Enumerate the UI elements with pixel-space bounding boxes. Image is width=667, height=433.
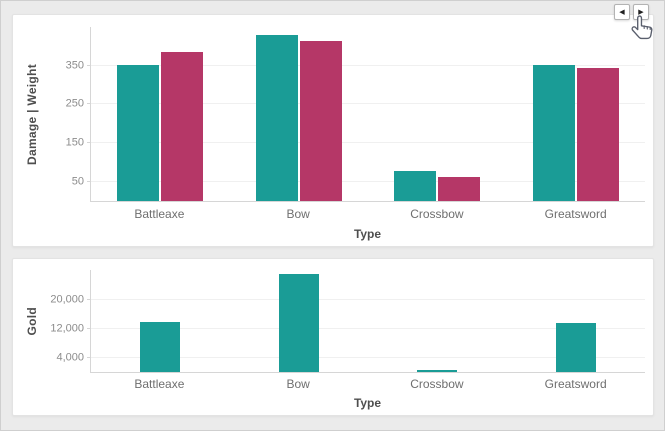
bar-gold-crossbow[interactable] — [417, 369, 458, 372]
x-tick-label-crossbow: Crossbow — [410, 207, 464, 221]
x-tick-label-crossbow: Crossbow — [410, 377, 464, 391]
gold-bar-chart: Gold 4,000 12,000 20,000 Battleaxe Bow Cross… — [13, 259, 653, 415]
x-tick-label-bow: Bow — [286, 207, 310, 221]
x-tick-label-greatsword: Greatsword — [544, 207, 607, 221]
category-band-crossbow — [368, 27, 507, 201]
y-tick-label: 4,000 — [56, 351, 84, 364]
x-tick-label-battleaxe: Battleaxe — [134, 377, 185, 391]
y-tick-label: 20,000 — [50, 293, 84, 306]
bar-gold-battleaxe[interactable] — [140, 321, 181, 372]
damage-weight-bar-chart: Damage | Weight 50 150 250 350 Battleaxe Bow… — [13, 15, 653, 246]
x-axis-labels: Battleaxe Bow Crossbow Greatsword — [90, 377, 645, 391]
bar-damage-crossbow[interactable] — [394, 170, 437, 201]
y-tick-mark — [87, 142, 91, 143]
gridline — [91, 180, 645, 182]
x-axis-labels: Battleaxe Bow Crossbow Greatsword — [90, 207, 645, 221]
bar-damage-battleaxe[interactable] — [117, 64, 160, 201]
y-tick-mark — [87, 103, 91, 105]
gold-chart-card: Gold 4,000 12,000 20,000 Battleaxe Bow Cross… — [12, 258, 654, 416]
category-band-bow — [230, 27, 369, 201]
gridline — [91, 64, 645, 66]
page-navigator: ◀ ▶ — [614, 4, 649, 20]
y-tick-label: 250 — [65, 97, 84, 110]
bar-weight-battleaxe[interactable] — [161, 51, 204, 201]
gridline — [91, 328, 645, 330]
y-tick-label: 12,000 — [50, 322, 84, 335]
category-band-battleaxe — [91, 27, 230, 201]
category-band-crossbow — [368, 270, 507, 372]
category-band-greatsword — [507, 270, 646, 372]
y-tick-mark — [87, 356, 91, 358]
gridline — [91, 103, 645, 105]
damage-weight-chart-card: Damage | Weight 50 150 250 350 Battleaxe Bow… — [12, 14, 654, 247]
y-axis-title: Damage | Weight — [23, 27, 41, 202]
x-tick-label-bow: Bow — [286, 377, 310, 391]
category-band-greatsword — [507, 27, 646, 201]
category-band-battleaxe — [91, 270, 230, 372]
gridline — [91, 142, 645, 143]
previous-page-button[interactable]: ◀ — [614, 4, 630, 20]
bar-weight-greatsword[interactable] — [576, 68, 619, 201]
bars-layer — [91, 270, 645, 372]
plot-area: 4,000 12,000 20,000 — [50, 270, 645, 373]
next-page-button[interactable]: ▶ — [633, 4, 649, 20]
y-axis-title-text: Gold — [25, 307, 39, 336]
gridline — [91, 299, 645, 301]
bar-damage-greatsword[interactable] — [532, 64, 575, 201]
y-tick-mark — [87, 299, 91, 301]
bar-weight-bow[interactable] — [299, 40, 342, 201]
y-tick-mark — [87, 328, 91, 330]
y-tick-mark — [87, 180, 91, 182]
y-axis-title-text: Damage | Weight — [25, 64, 39, 165]
bar-damage-bow[interactable] — [255, 34, 298, 201]
gridline — [91, 356, 645, 358]
x-tick-label-battleaxe: Battleaxe — [134, 207, 185, 221]
y-axis-title: Gold — [23, 270, 41, 373]
y-tick-mark — [87, 64, 91, 66]
y-tick-label: 350 — [65, 59, 84, 72]
y-tick-label: 50 — [71, 175, 84, 188]
bar-weight-crossbow[interactable] — [438, 176, 481, 201]
bar-gold-bow[interactable] — [278, 273, 319, 372]
plot-area: 50 150 250 350 — [66, 27, 645, 202]
chevron-left-icon: ◀ — [619, 8, 625, 16]
x-tick-label-greatsword: Greatsword — [544, 377, 607, 391]
y-tick-label: 150 — [65, 136, 84, 149]
chevron-right-icon: ▶ — [638, 8, 644, 16]
x-axis-title: Type — [353, 227, 382, 241]
x-axis-title: Type — [353, 396, 382, 410]
bars-layer — [91, 27, 645, 201]
bar-gold-greatsword[interactable] — [555, 322, 596, 372]
category-band-bow — [230, 270, 369, 372]
